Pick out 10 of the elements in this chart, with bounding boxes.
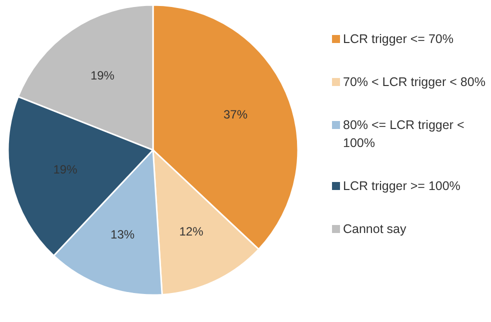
legend-label: LCR trigger <= 70% <box>343 31 454 48</box>
data-label: 13% <box>110 228 135 242</box>
legend-label: LCR trigger >= 100% <box>343 178 460 195</box>
legend-label: 70% < LCR trigger < 80% <box>343 74 486 91</box>
data-label: 19% <box>90 68 115 83</box>
data-label: 12% <box>179 224 204 238</box>
data-label: 37% <box>223 107 248 122</box>
legend-label: Cannot say <box>343 221 406 238</box>
legend-label: 80% <= LCR trigger < 100% <box>343 117 466 152</box>
data-label: 19% <box>53 162 78 177</box>
